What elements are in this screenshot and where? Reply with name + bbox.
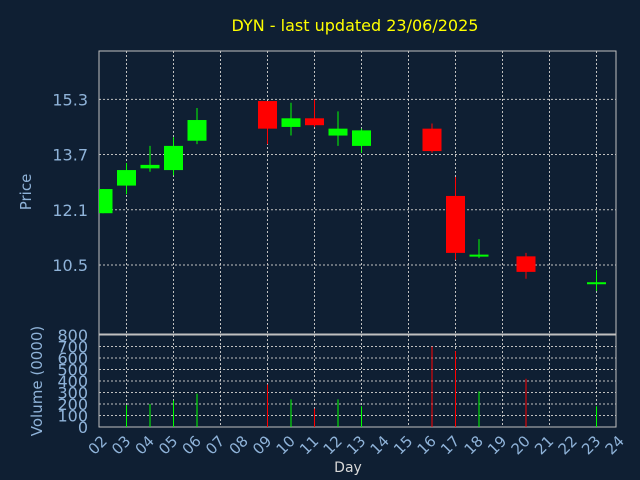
candle-body xyxy=(258,101,277,129)
price-tick-label: 10.5 xyxy=(52,256,88,275)
candle-body xyxy=(187,120,207,141)
volume-bars xyxy=(126,346,597,427)
candle-body xyxy=(117,170,136,186)
volume-tick-label: 600 xyxy=(57,349,88,368)
candle-body xyxy=(352,130,371,146)
price-tick-label: 12.1 xyxy=(52,201,88,220)
candle-body xyxy=(281,118,301,127)
volume-axis-label: Volume (0000) xyxy=(28,326,46,436)
x-axis-ticks: 0203040506070809101112131415161718192021… xyxy=(85,432,628,458)
volume-tick-label: 500 xyxy=(57,361,88,380)
price-tick-label: 15.3 xyxy=(52,90,88,109)
volume-tick-label: 300 xyxy=(57,384,88,403)
volume-tick-label: 200 xyxy=(57,395,88,414)
candle-body xyxy=(305,118,324,126)
volume-tick-label: 100 xyxy=(57,407,88,426)
candle-body xyxy=(469,254,489,257)
candle-body xyxy=(99,189,113,214)
price-axis-ticks: 15.3 13.7 12.1 10.5 xyxy=(52,90,88,275)
candle-body xyxy=(164,145,183,171)
candle-body xyxy=(516,256,536,272)
price-panel: 15.3 13.7 12.1 10.5 Price xyxy=(17,50,617,335)
volume-tick-label: 400 xyxy=(57,372,88,391)
volume-tick-label: 700 xyxy=(57,338,88,357)
x-axis-label: Day xyxy=(334,460,362,476)
candle-body xyxy=(422,128,442,152)
price-axis-label: Price xyxy=(17,174,35,211)
candles xyxy=(99,99,606,291)
candle-body xyxy=(328,128,348,136)
candle-body xyxy=(587,282,606,285)
price-tick-label: 13.7 xyxy=(52,146,88,165)
volume-tick-label: 0 xyxy=(78,418,88,437)
volume-tick-label: 800 xyxy=(57,326,88,345)
candle-body xyxy=(140,164,160,169)
candle-body xyxy=(446,195,465,253)
chart-title: DYN - last updated 23/06/2025 xyxy=(232,16,479,35)
